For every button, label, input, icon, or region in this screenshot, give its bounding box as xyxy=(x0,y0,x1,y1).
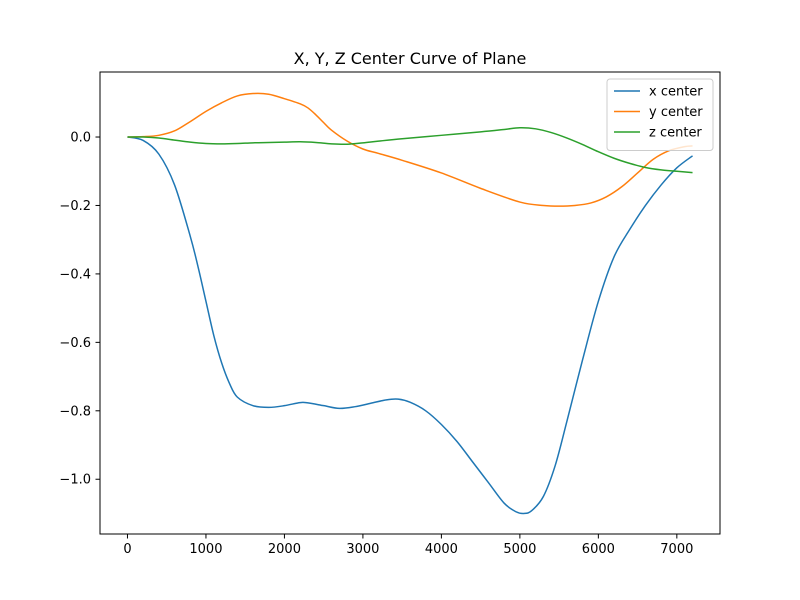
series-line-z-center xyxy=(127,127,693,174)
y-tick-label: −1.0 xyxy=(59,473,91,488)
chart-title: X, Y, Z Center Curve of Plane xyxy=(294,49,527,68)
legend-label-y-center: y center xyxy=(649,105,703,120)
x-tick-label: 4000 xyxy=(425,542,458,557)
series-line-x-center xyxy=(127,136,693,515)
y-tick-label: −0.8 xyxy=(59,404,91,419)
x-tick-label: 1000 xyxy=(189,542,222,557)
legend-label-z-center: z center xyxy=(649,126,702,141)
x-tick-label: 6000 xyxy=(582,542,615,557)
axes: 0 1000 2000 3000 4000 5000 6000 7000 0.0 −0.2 −0.4… xyxy=(59,71,721,557)
x-tick-label: 0 xyxy=(123,542,131,557)
x-tick-label: 3000 xyxy=(346,542,379,557)
legend: x center y center z center xyxy=(606,78,714,151)
x-tick-label: 2000 xyxy=(268,542,301,557)
y-tick-label: −0.2 xyxy=(59,199,91,214)
y-tick-label: −0.6 xyxy=(59,336,91,351)
y-tick-label: 0.0 xyxy=(70,131,91,146)
plot-area xyxy=(127,92,693,515)
y-tick-label: −0.4 xyxy=(59,267,91,282)
legend-label-x-center: x center xyxy=(649,85,703,100)
x-tick-label: 5000 xyxy=(503,542,536,557)
x-tick-label: 7000 xyxy=(660,542,693,557)
axes-frame xyxy=(99,71,721,535)
series-line-y-center xyxy=(127,92,693,207)
